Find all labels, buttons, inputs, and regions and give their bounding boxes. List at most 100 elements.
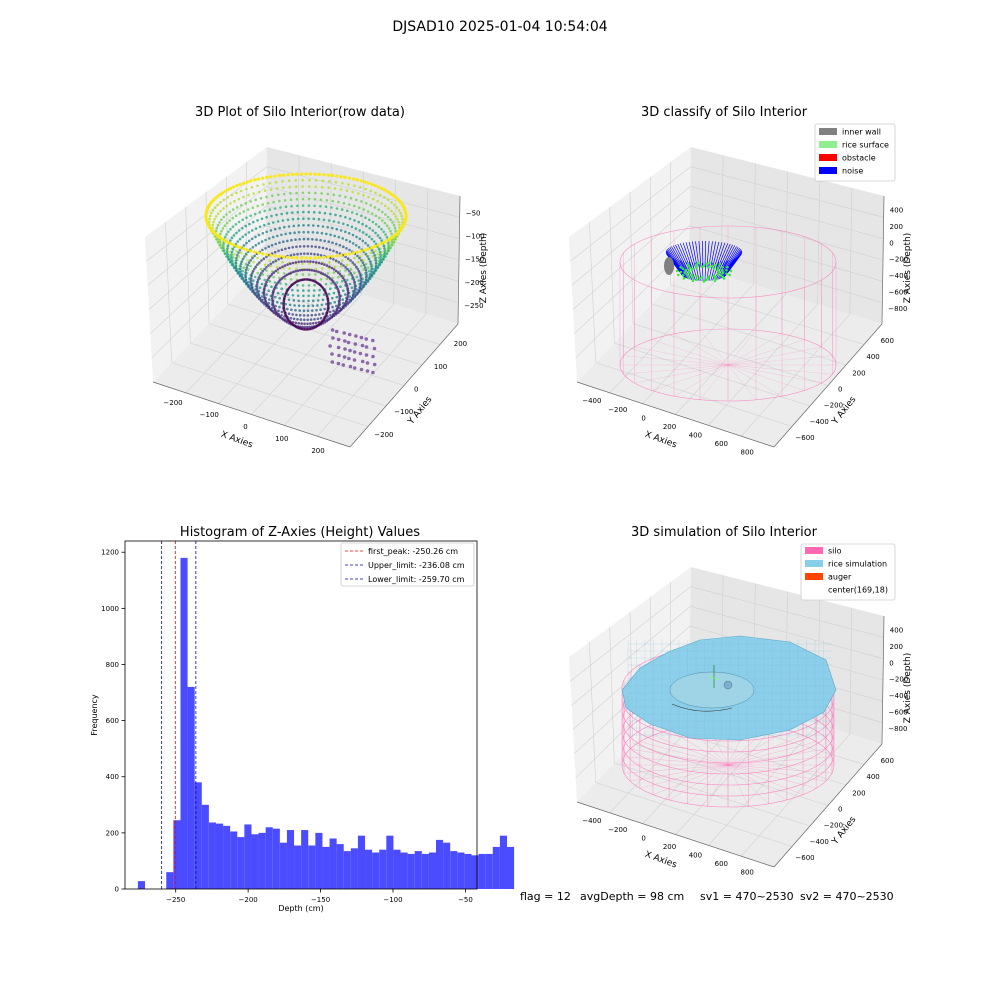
data-point	[252, 192, 255, 195]
rice-surface-point	[686, 274, 689, 277]
data-point	[336, 296, 339, 299]
panel4-title: 3D simulation of Silo Interior	[631, 525, 818, 540]
rice-surface-point	[696, 278, 699, 281]
data-point	[227, 255, 230, 258]
data-point	[289, 232, 292, 235]
z-tick-label: −800	[888, 305, 907, 313]
data-point	[300, 253, 303, 256]
data-point	[363, 208, 366, 211]
data-point	[222, 247, 225, 250]
data-point	[341, 298, 344, 301]
data-point	[344, 196, 347, 199]
data-point	[333, 301, 336, 304]
rice-surface-point	[717, 266, 720, 269]
data-point	[277, 220, 280, 223]
data-point	[264, 189, 267, 192]
data-point	[346, 279, 349, 282]
data-point	[252, 246, 255, 249]
rice-surface-point	[725, 269, 728, 272]
histogram-bar	[344, 851, 351, 889]
data-point	[340, 254, 343, 257]
data-point	[298, 238, 301, 241]
data-point	[220, 218, 223, 221]
data-point	[315, 261, 318, 264]
histogram-bar	[322, 847, 329, 889]
data-point	[286, 263, 289, 266]
data-point	[327, 186, 330, 189]
data-point	[344, 231, 347, 234]
data-point	[371, 249, 374, 252]
data-point	[308, 273, 311, 276]
data-point	[378, 217, 381, 220]
data-point	[314, 246, 317, 249]
data-point	[253, 178, 256, 181]
data-point	[259, 297, 262, 300]
data-point	[348, 333, 352, 337]
data-point	[379, 253, 382, 256]
data-point	[254, 199, 257, 202]
data-point	[263, 296, 266, 299]
x-tick-label: 100	[275, 435, 288, 443]
data-point	[251, 238, 254, 241]
data-point	[344, 293, 347, 296]
data-point	[329, 311, 332, 314]
x-tick-label: −100	[383, 896, 402, 904]
data-point	[288, 299, 291, 302]
data-point	[344, 176, 347, 179]
data-point	[343, 202, 346, 205]
histogram-bar	[337, 844, 344, 889]
data-point	[359, 352, 363, 356]
data-point	[378, 208, 381, 211]
data-point	[370, 270, 373, 273]
data-point	[233, 253, 236, 256]
histogram-bar	[429, 853, 436, 889]
x-tick-label: 200	[663, 423, 676, 431]
data-point	[229, 202, 232, 205]
data-point	[370, 190, 373, 193]
data-point	[311, 245, 314, 248]
data-point	[365, 353, 369, 357]
data-point	[322, 180, 325, 183]
data-point	[309, 260, 312, 263]
histogram-bar	[464, 854, 471, 889]
data-point	[231, 261, 234, 264]
data-point	[370, 246, 373, 249]
data-point	[388, 227, 391, 230]
data-point	[390, 210, 393, 213]
data-point	[313, 289, 316, 292]
x-tick-label: 0	[641, 414, 645, 422]
data-point	[289, 186, 292, 189]
data-point	[357, 261, 360, 264]
data-point	[365, 269, 368, 272]
data-point	[338, 295, 341, 298]
rice-surface-point	[703, 280, 706, 283]
data-point	[256, 205, 259, 208]
histogram-title: Histogram of Z-Axies (Height) Values	[180, 525, 420, 540]
histogram-bar	[294, 846, 301, 890]
data-point	[328, 180, 331, 183]
data-point	[359, 284, 362, 287]
rice-surface-point	[688, 270, 691, 273]
data-point	[338, 236, 341, 239]
data-point	[308, 198, 311, 201]
data-point	[306, 260, 309, 263]
data-point	[256, 219, 259, 222]
data-point	[272, 201, 275, 204]
data-point	[268, 237, 271, 240]
data-point	[352, 251, 355, 254]
histogram-ylabel: Frequency	[90, 694, 99, 736]
data-point	[292, 271, 295, 274]
data-point	[307, 224, 310, 227]
data-point	[353, 350, 357, 354]
data-point	[247, 284, 250, 287]
data-point	[218, 221, 221, 224]
data-point	[264, 239, 267, 242]
data-point	[353, 290, 356, 293]
data-point	[368, 258, 371, 261]
data-point	[296, 253, 299, 256]
data-point	[255, 244, 258, 247]
data-point	[353, 205, 356, 208]
data-point	[377, 243, 380, 246]
data-point	[347, 357, 351, 361]
data-point	[363, 264, 366, 267]
